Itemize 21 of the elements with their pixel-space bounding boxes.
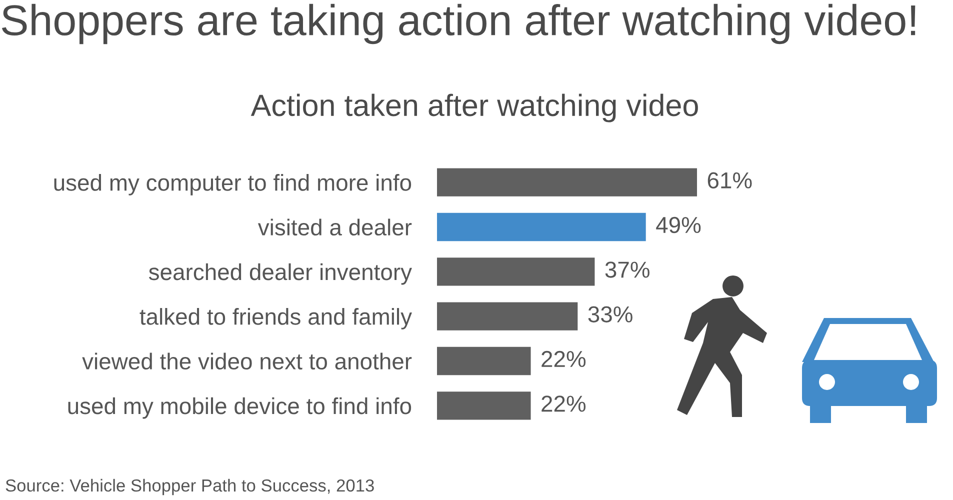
bar — [437, 258, 595, 286]
bar — [437, 346, 531, 376]
y-tick-label: visited a dealer — [258, 218, 412, 236]
y-tick-label: used my mobile device to find info — [68, 397, 412, 419]
source-note: Source: Vehicle Shopper Path to Success, 2013 — [6, 478, 374, 496]
data-label: 22% — [542, 350, 586, 368]
bar — [437, 212, 646, 242]
data-label: 37% — [605, 262, 650, 278]
chart-subtitle: Action taken after watching video — [250, 94, 698, 122]
y-tick-label: searched dealer inventory — [148, 263, 412, 285]
chart-title: Shoppers are taking action after watching video! — [2, 4, 916, 44]
bar — [437, 302, 578, 330]
y-tick-label: talked to friends and family — [140, 308, 412, 330]
y-tick-label: used my computer to find more info — [54, 174, 412, 196]
data-label: 22% — [542, 396, 586, 412]
y-tick-label: viewed the video next to another — [82, 352, 412, 370]
bar — [437, 168, 697, 196]
data-label: 33% — [588, 306, 632, 322]
bar — [437, 392, 531, 420]
data-label: 61% — [708, 172, 752, 188]
data-label: 49% — [656, 216, 701, 234]
